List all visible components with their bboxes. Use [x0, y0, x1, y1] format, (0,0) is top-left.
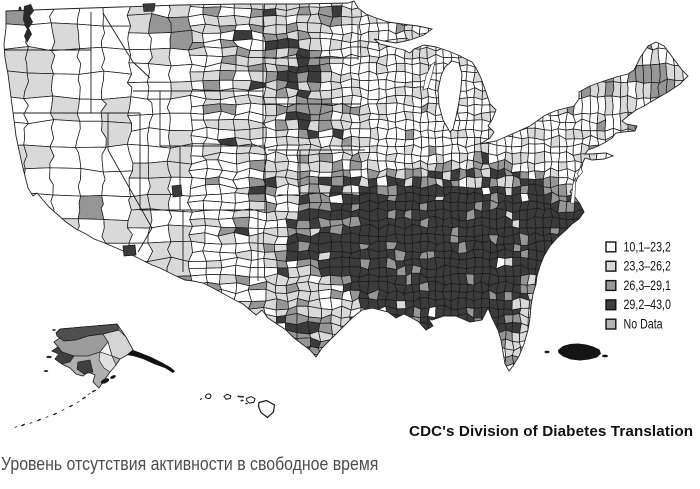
svg-text:26,3–29,1: 26,3–29,1 — [624, 278, 672, 294]
svg-text:10,1–23,2: 10,1–23,2 — [624, 239, 672, 255]
svg-text:Уровень отсутствия активности: Уровень отсутствия активности в свободно… — [1, 453, 378, 475]
svg-text:CDC's Division of Diabetes Tra: CDC's Division of Diabetes Translation — [409, 423, 693, 440]
svg-text:23,3–26,2: 23,3–26,2 — [624, 258, 672, 274]
svg-text:29,2–43,0: 29,2–43,0 — [624, 297, 672, 313]
svg-text:No Data: No Data — [624, 316, 663, 332]
